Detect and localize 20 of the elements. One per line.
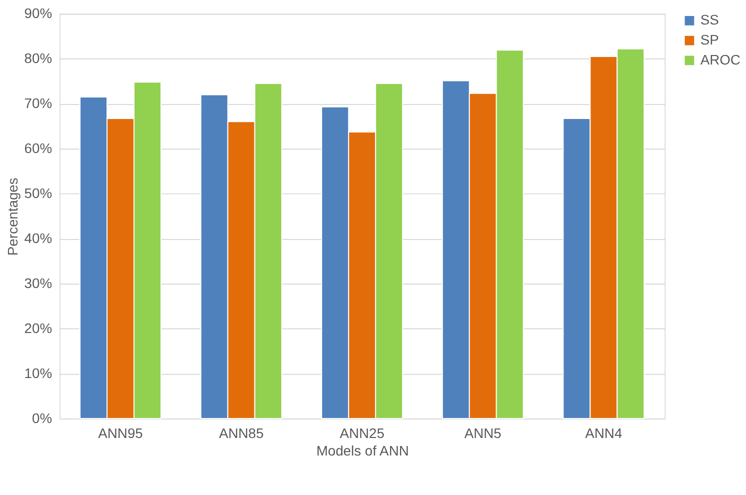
x-axis-title: Models of ANN — [316, 442, 409, 459]
legend-label: AROC — [700, 51, 740, 68]
y-tick-label: 70% — [24, 95, 52, 112]
x-tick-label: ANN4 — [585, 424, 622, 441]
y-tick-label: 90% — [24, 5, 52, 22]
y-tick-label: 30% — [24, 275, 52, 292]
x-tick-label: ANN5 — [464, 424, 502, 441]
y-tick-label: 20% — [24, 320, 52, 336]
y-tick-label: 0% — [32, 410, 52, 426]
y-tick-label: 80% — [24, 50, 52, 66]
x-tick-label: ANN95 — [98, 424, 144, 441]
legend-label: SS — [700, 12, 719, 28]
legend-label: SP — [700, 32, 719, 48]
y-tick-label: 50% — [24, 185, 52, 202]
x-tick-label: ANN85 — [218, 424, 264, 441]
y-axis-title: Percentages — [4, 178, 20, 256]
y-tick-label: 60% — [24, 140, 52, 156]
y-tick-label: 40% — [24, 230, 52, 246]
y-tick-label: 10% — [24, 364, 52, 381]
x-tick-label: ANN25 — [340, 424, 385, 441]
